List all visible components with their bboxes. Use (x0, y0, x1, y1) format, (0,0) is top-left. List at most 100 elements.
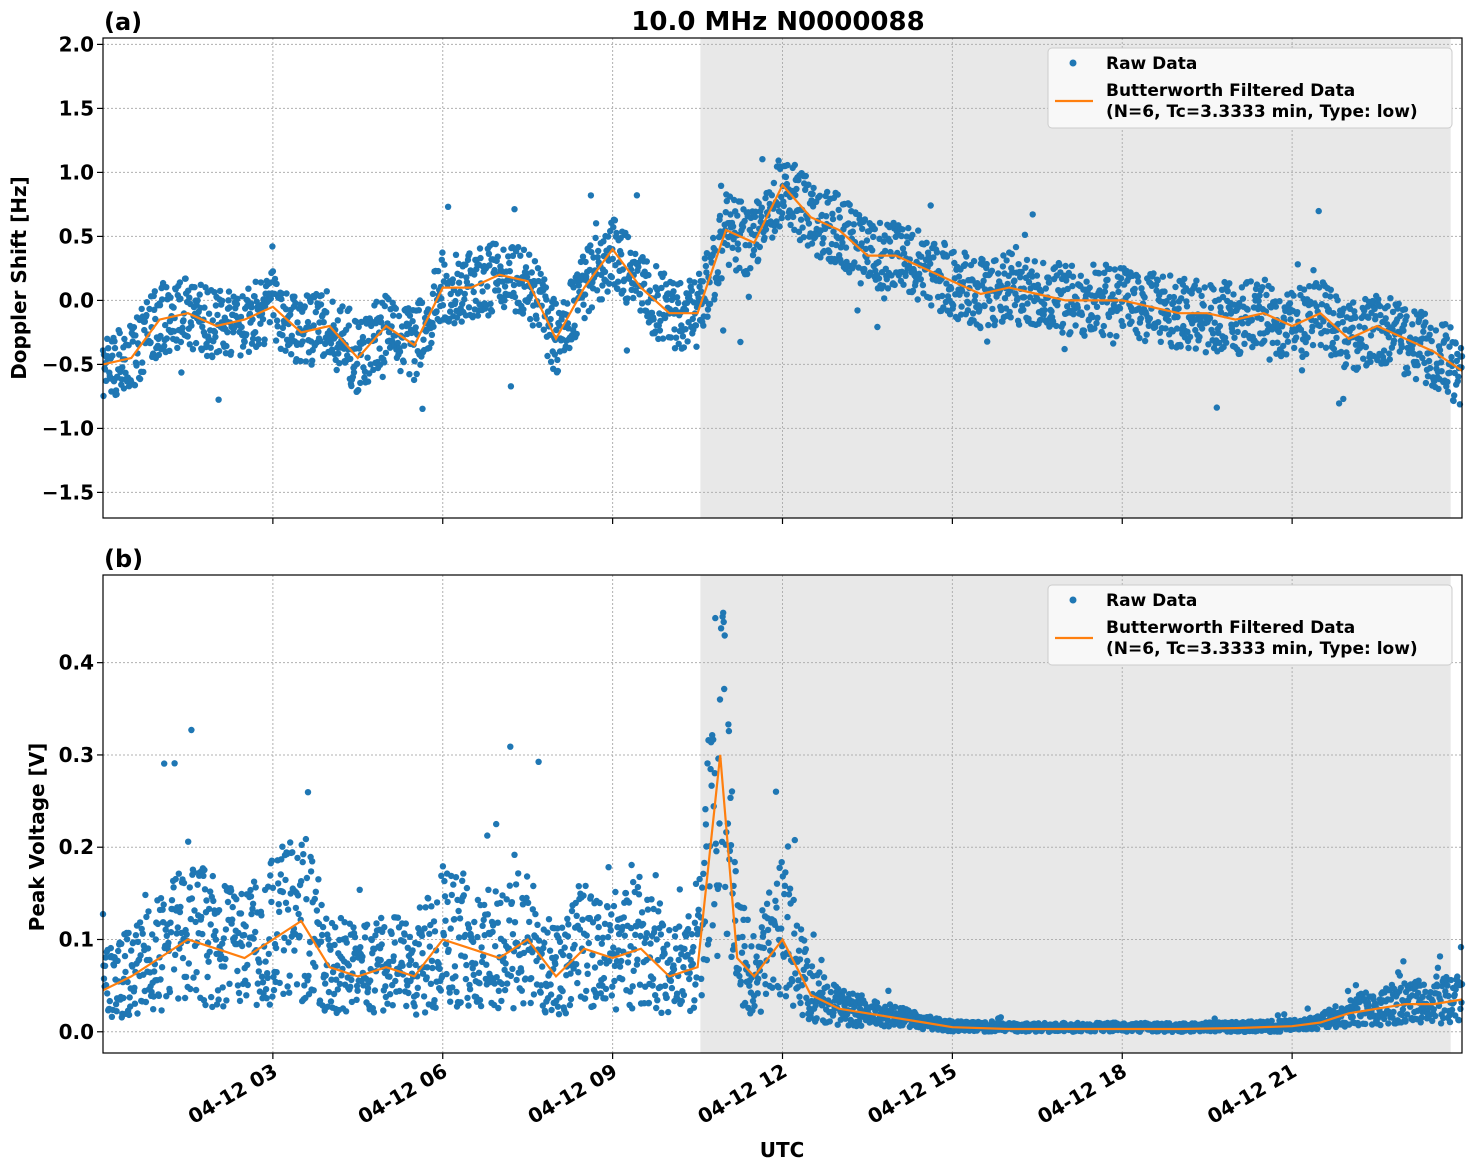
raw-data-point (113, 1008, 120, 1015)
raw-data-point (1183, 303, 1191, 310)
raw-data-point (750, 933, 757, 940)
raw-data-point (400, 358, 407, 366)
raw-data-point (192, 986, 200, 994)
raw-data-point (497, 899, 504, 907)
raw-data-point (488, 308, 496, 315)
raw-data-point (1042, 285, 1050, 292)
raw-data-point (366, 370, 373, 377)
raw-data-point (775, 984, 782, 991)
raw-data-point (680, 991, 688, 999)
raw-data-point (1452, 340, 1459, 347)
raw-data-point (1293, 334, 1300, 341)
raw-data-point (1425, 357, 1433, 365)
raw-data-point (1011, 301, 1019, 309)
raw-data-point (125, 929, 132, 937)
raw-data-point (698, 992, 705, 999)
raw-data-point (1095, 270, 1103, 277)
raw-data-point (684, 925, 692, 933)
raw-data-point (871, 225, 878, 233)
raw-data-point (1274, 339, 1281, 346)
raw-data-point (724, 241, 731, 249)
raw-data-point (528, 269, 535, 276)
raw-data-point (561, 944, 568, 951)
raw-data-point (233, 896, 240, 903)
raw-data-point (278, 856, 285, 863)
raw-data-point (955, 273, 963, 280)
raw-data-point (418, 299, 426, 306)
raw-data-point (541, 276, 548, 283)
raw-data-point (309, 357, 316, 364)
raw-data-point (425, 895, 432, 902)
raw-data-point (1000, 252, 1007, 259)
raw-data-point (444, 898, 451, 906)
raw-data-point (807, 230, 814, 237)
raw-data-point (1106, 265, 1113, 273)
raw-data-point (1004, 280, 1011, 288)
raw-data-point (609, 983, 616, 990)
raw-data-point (203, 897, 210, 904)
panel-a-xticks (272, 518, 1293, 524)
raw-data-point (175, 995, 182, 1002)
raw-data-point (1218, 286, 1226, 293)
raw-data-point (144, 945, 152, 952)
raw-data-point (665, 1008, 672, 1016)
raw-data-point (338, 972, 345, 979)
raw-data-point (163, 284, 170, 291)
raw-data-point (1253, 339, 1260, 347)
raw-data-point (255, 968, 262, 975)
raw-data-point (1067, 329, 1074, 336)
raw-data-point (784, 843, 792, 850)
raw-data-point (653, 263, 660, 270)
raw-data-point (142, 891, 149, 899)
raw-data-point (1143, 331, 1150, 338)
raw-data-point (422, 904, 429, 911)
raw-data-point (238, 323, 245, 331)
raw-data-point (1170, 299, 1177, 306)
raw-data-point (776, 864, 783, 871)
raw-data-point (125, 1011, 133, 1019)
raw-data-point (682, 326, 689, 333)
raw-data-point (744, 270, 751, 278)
raw-data-point (206, 948, 213, 955)
raw-data-point (1141, 294, 1148, 301)
raw-data-point (574, 979, 581, 987)
raw-data-point (192, 918, 199, 926)
raw-data-point (262, 986, 270, 993)
raw-data-point (219, 984, 226, 991)
raw-data-point (633, 192, 641, 199)
raw-data-point (804, 957, 811, 965)
raw-data-point (1398, 344, 1406, 351)
raw-data-point (276, 979, 283, 987)
raw-data-point (226, 980, 233, 987)
raw-data-point (452, 874, 460, 881)
raw-data-point (416, 904, 424, 911)
raw-data-point (1369, 297, 1376, 305)
raw-data-point (992, 257, 999, 264)
raw-data-point (1068, 262, 1076, 269)
raw-data-point (899, 245, 907, 252)
raw-data-point (636, 290, 644, 298)
raw-data-point (412, 324, 419, 331)
raw-data-point (582, 882, 589, 890)
raw-data-point (110, 962, 118, 969)
raw-data-point (854, 307, 861, 314)
raw-data-point (472, 960, 479, 967)
raw-data-point (234, 295, 241, 302)
raw-data-point (542, 1009, 549, 1016)
raw-data-point (418, 932, 426, 940)
raw-data-point (317, 938, 325, 945)
raw-data-point (1110, 340, 1117, 347)
raw-data-point (255, 340, 262, 348)
raw-data-point (182, 973, 190, 981)
raw-data-point (1374, 356, 1381, 364)
raw-data-point (759, 156, 766, 163)
raw-data-point (1442, 321, 1449, 328)
raw-data-point (349, 956, 357, 963)
raw-data-point (479, 922, 486, 929)
raw-data-point (869, 247, 876, 254)
raw-data-point (886, 238, 894, 245)
raw-data-point (639, 920, 647, 928)
raw-data-point (186, 884, 193, 891)
raw-data-point (210, 897, 217, 905)
